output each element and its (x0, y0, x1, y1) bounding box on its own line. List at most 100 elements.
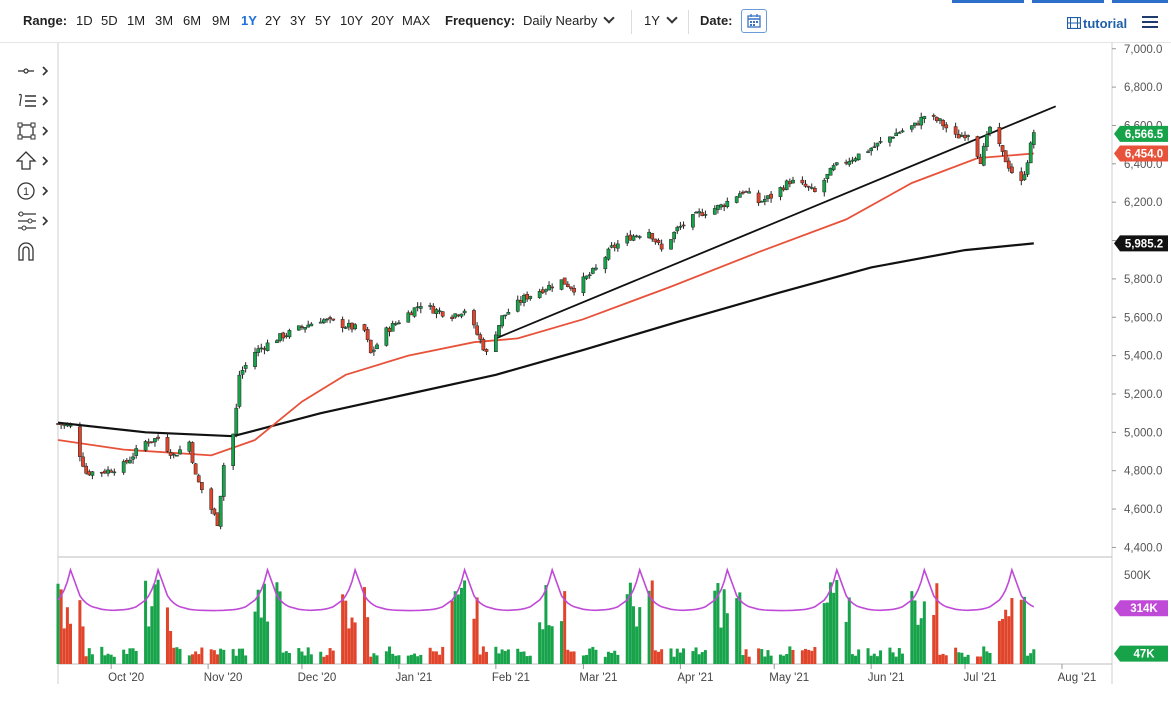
volume-average-line (57, 567, 1035, 612)
candle (478, 332, 483, 344)
candle (459, 313, 464, 319)
volume-bar (722, 589, 726, 664)
crosshair-tool[interactable] (16, 60, 50, 82)
candle (550, 283, 555, 292)
hamburger-menu-button[interactable] (1142, 16, 1158, 28)
candle (149, 441, 154, 444)
candle (178, 445, 182, 455)
range-label: Range: (23, 13, 68, 28)
range-3m-button[interactable]: 3M (155, 13, 174, 28)
candle (296, 325, 301, 331)
volume-bar (328, 648, 332, 664)
volume-bars (56, 579, 1036, 664)
candle (647, 228, 651, 239)
volume-bar (297, 648, 301, 664)
volume-bar (197, 654, 201, 664)
volume-bar (800, 650, 804, 664)
candle (131, 452, 135, 464)
crosshair-icon (18, 66, 49, 76)
volume-bar (854, 655, 858, 664)
range-3y-button[interactable]: 3Y (290, 13, 306, 28)
frequency-select[interactable]: Daily Nearby (523, 12, 616, 28)
volume-bar (616, 654, 620, 664)
volume-bar (682, 648, 686, 664)
candle (981, 142, 986, 167)
calendar-icon (747, 14, 761, 28)
date-picker-button[interactable] (741, 9, 767, 33)
candle (960, 132, 964, 137)
candle (603, 256, 608, 274)
volume-average-label: 314K (1114, 600, 1168, 617)
volume-bar (760, 649, 764, 664)
range-1d-button[interactable]: 1D (76, 13, 93, 28)
tutorial-label: tutorial (1083, 16, 1128, 31)
volume-bar (894, 656, 898, 664)
candle (637, 235, 642, 240)
number-marker-tool[interactable]: 1 (16, 180, 50, 202)
volume-bar (713, 590, 717, 664)
volume-bar (538, 622, 542, 664)
candle (368, 339, 373, 354)
candle (153, 437, 157, 447)
candle (759, 200, 764, 203)
range-1y-button[interactable]: 1Y (241, 13, 257, 28)
volume-bar (738, 592, 742, 664)
range-2y-button[interactable]: 2Y (265, 13, 281, 28)
range-9m-button[interactable]: 9M (212, 13, 231, 28)
range-6m-button[interactable]: 6M (183, 13, 202, 28)
candle (935, 116, 939, 123)
rectangle-tool[interactable] (16, 120, 50, 142)
candle (1000, 145, 1005, 157)
volume-bar (397, 655, 401, 664)
candle (81, 452, 85, 468)
period-select[interactable]: 1Y (644, 12, 678, 28)
volume-bar (216, 654, 220, 664)
volume-bar (150, 606, 154, 664)
candle (306, 320, 311, 328)
volume-bar (938, 654, 942, 664)
drawing-list-tool[interactable] (16, 90, 50, 112)
volume-bar (563, 591, 567, 664)
volume-bar (875, 656, 879, 664)
volume-bar (1001, 618, 1005, 664)
candle (234, 403, 239, 438)
range-5y-button[interactable]: 5Y (315, 13, 331, 28)
magnet-tool[interactable] (16, 240, 50, 262)
range-max-button[interactable]: MAX (402, 13, 431, 28)
volume-bar (237, 648, 241, 664)
fibonacci-tool[interactable] (16, 210, 50, 232)
candle (1006, 157, 1011, 172)
range-1m-button[interactable]: 1M (127, 13, 146, 28)
volume-bar (231, 649, 235, 664)
volume-bar (172, 647, 176, 664)
range-10y-button[interactable]: 10Y (340, 13, 364, 28)
candle (975, 135, 980, 160)
volume-bar (131, 648, 135, 664)
candle (415, 302, 420, 312)
candle (434, 308, 439, 319)
candle (428, 302, 433, 310)
volume-bar (678, 652, 682, 664)
candle (300, 324, 304, 330)
candle (112, 468, 117, 476)
price-chart[interactable]: 7,000.06,800.06,600.06,400.06,200.06,000… (0, 43, 1171, 701)
candle (365, 326, 370, 343)
volume-bar (810, 650, 814, 664)
candle (450, 314, 454, 322)
volume-bar (275, 582, 279, 664)
volume-bar (413, 653, 417, 664)
candle (287, 328, 292, 339)
volume-last-label: 47K (1114, 645, 1168, 662)
range-20y-button[interactable]: 20Y (371, 13, 395, 28)
candle (90, 470, 95, 480)
volume-bar (560, 621, 564, 664)
tutorial-link[interactable]: tutorial (1066, 16, 1128, 31)
volume-bar (56, 583, 60, 664)
arrow-tool[interactable] (16, 150, 50, 172)
range-5d-button[interactable]: 5D (101, 13, 118, 28)
candle (218, 495, 223, 530)
candle (209, 487, 214, 514)
candle (919, 112, 924, 130)
volume-bar (628, 582, 632, 664)
magnet-icon (18, 242, 34, 261)
